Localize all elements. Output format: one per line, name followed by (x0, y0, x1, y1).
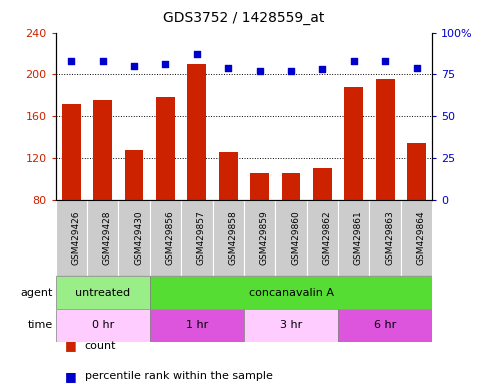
Bar (275, 200, 307, 276)
Bar (401, 200, 432, 276)
Bar (150, 309, 244, 342)
Bar (93, 101, 112, 200)
Text: GSM429863: GSM429863 (385, 211, 394, 265)
Bar (56, 276, 150, 309)
Bar (376, 79, 395, 200)
Text: count: count (85, 341, 116, 351)
Bar (118, 200, 150, 276)
Bar (213, 200, 244, 276)
Text: GSM429430: GSM429430 (134, 211, 143, 265)
Point (193, 51, 201, 58)
Text: ■: ■ (65, 339, 77, 352)
Bar (369, 200, 401, 276)
Text: GSM429864: GSM429864 (416, 211, 426, 265)
Point (350, 58, 357, 64)
Bar (125, 149, 143, 200)
Text: 0 hr: 0 hr (91, 320, 114, 331)
Point (130, 63, 138, 69)
Bar (219, 152, 238, 200)
Bar (150, 276, 432, 309)
Bar (156, 98, 175, 200)
Bar (187, 64, 206, 200)
Bar (244, 200, 275, 276)
Bar (307, 200, 338, 276)
Text: untreated: untreated (75, 288, 130, 298)
Bar (313, 168, 332, 200)
Point (319, 66, 327, 73)
Text: percentile rank within the sample: percentile rank within the sample (85, 371, 272, 381)
Bar (244, 309, 338, 342)
Point (68, 58, 75, 64)
Point (412, 65, 420, 71)
Bar (282, 172, 300, 200)
Bar (150, 200, 181, 276)
Text: GSM429861: GSM429861 (354, 211, 363, 265)
Text: GSM429856: GSM429856 (165, 211, 174, 265)
Point (256, 68, 264, 74)
Bar (56, 309, 150, 342)
Bar (250, 172, 269, 200)
Text: 1 hr: 1 hr (185, 320, 208, 331)
Text: GSM429862: GSM429862 (323, 211, 331, 265)
Point (161, 61, 170, 68)
Text: GSM429428: GSM429428 (103, 211, 112, 265)
Text: GDS3752 / 1428559_at: GDS3752 / 1428559_at (163, 11, 325, 25)
Text: 6 hr: 6 hr (374, 320, 397, 331)
Bar (181, 200, 213, 276)
Text: 3 hr: 3 hr (280, 320, 302, 331)
Text: concanavalin A: concanavalin A (249, 288, 333, 298)
Point (287, 68, 295, 74)
Point (99, 58, 107, 64)
Bar (338, 200, 369, 276)
Bar (56, 200, 87, 276)
Bar (87, 200, 118, 276)
Text: GSM429859: GSM429859 (260, 211, 269, 265)
Text: agent: agent (21, 288, 53, 298)
Text: GSM429858: GSM429858 (228, 211, 237, 265)
Bar (407, 143, 426, 200)
Text: GSM429426: GSM429426 (71, 211, 80, 265)
Point (382, 58, 389, 64)
Text: GSM429860: GSM429860 (291, 211, 300, 265)
Point (224, 65, 232, 71)
Bar (338, 309, 432, 342)
Bar (344, 87, 363, 200)
Text: ■: ■ (65, 370, 77, 383)
Text: GSM429857: GSM429857 (197, 211, 206, 265)
Bar (62, 104, 81, 200)
Text: time: time (28, 320, 53, 331)
